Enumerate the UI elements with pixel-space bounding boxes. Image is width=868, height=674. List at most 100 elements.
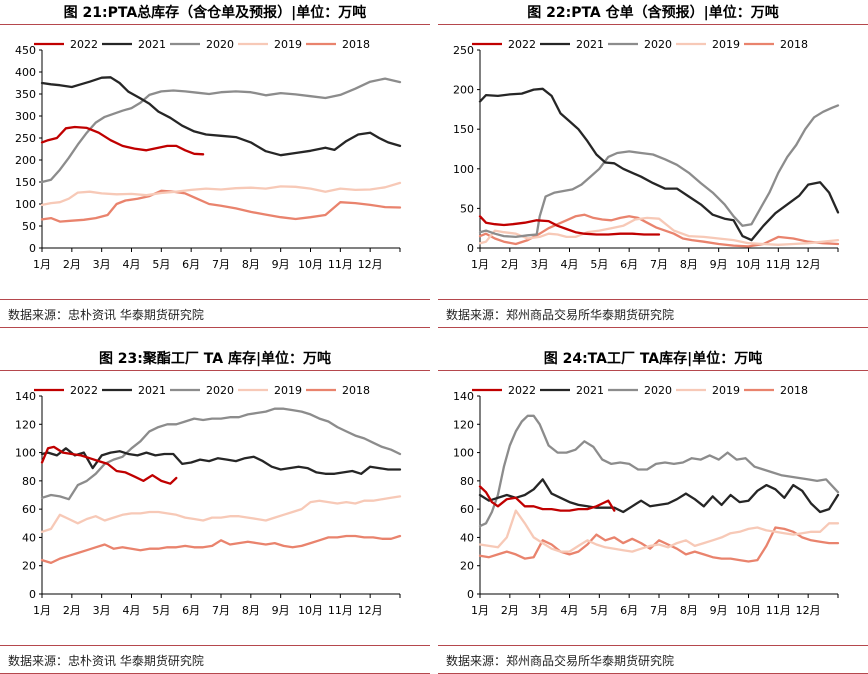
x-tick-label: 11月 (766, 604, 791, 617)
title-rule (438, 24, 868, 25)
y-tick-label: 400 (15, 66, 36, 79)
source-rule (0, 299, 430, 300)
y-tick-label: 100 (15, 198, 36, 211)
source-rule (438, 645, 868, 646)
x-tick-label: 4月 (123, 604, 141, 617)
legend-label-2020: 2020 (644, 384, 672, 397)
y-tick-label: 60 (22, 503, 36, 516)
chart-plot: 2022 2021 2020 2019 2018 0 20 40 60 80 100 120 140 1月… (15, 384, 402, 617)
y-tick-label: 200 (453, 84, 474, 97)
x-tick-label: 9月 (272, 604, 290, 617)
legend-label-2022: 2022 (70, 384, 98, 397)
x-tick-label: 12月 (358, 604, 383, 617)
x-tick-label: 6月 (182, 604, 200, 617)
series-line-2021 (478, 87, 840, 242)
x-tick-label: 5月 (590, 258, 608, 271)
chart-panel-21: 图 21:PTA总库存（含仓单及预报）|单位：万吨 2022 2021 2020 20… (0, 0, 430, 328)
x-tick-label: 11月 (766, 258, 791, 271)
legend-label-2020: 2020 (206, 384, 234, 397)
series-line-2020 (478, 104, 840, 239)
y-tick-label: 300 (15, 110, 36, 123)
y-tick-label: 0 (467, 588, 474, 601)
x-tick-label: 5月 (152, 258, 170, 271)
source-rule (438, 299, 868, 300)
x-tick-label: 4月 (561, 258, 579, 271)
y-tick-label: 250 (15, 132, 36, 145)
series-line-2018 (478, 526, 840, 563)
x-tick-label: 1月 (33, 604, 51, 617)
x-tick-label: 11月 (328, 604, 353, 617)
x-tick-label: 10月 (298, 604, 323, 617)
y-tick-label: 40 (460, 531, 474, 544)
x-tick-label: 10月 (736, 258, 761, 271)
series-line-2018 (40, 534, 402, 565)
series-line-2021 (40, 447, 402, 475)
series-line-2020 (478, 414, 840, 528)
x-tick-label: 9月 (710, 604, 728, 617)
x-tick-label: 7月 (650, 258, 668, 271)
x-tick-label: 10月 (736, 604, 761, 617)
y-tick-label: 50 (460, 202, 474, 215)
series-line-2020 (40, 407, 402, 501)
x-tick-label: 6月 (620, 258, 638, 271)
y-tick-label: 450 (15, 44, 36, 57)
y-tick-label: 20 (460, 560, 474, 573)
chart-source: 数据来源：郑州商品交易所华泰期货研究院 (446, 654, 675, 668)
x-tick-label: 2月 (63, 604, 81, 617)
series-line-2022 (478, 215, 661, 236)
series-line-2022 (40, 445, 178, 485)
bottom-rule (438, 327, 868, 328)
y-tick-label: 0 (29, 242, 36, 255)
series-line-2022 (40, 125, 205, 156)
x-tick-label: 8月 (242, 604, 260, 617)
y-tick-label: 120 (15, 418, 36, 431)
x-tick-label: 2月 (501, 604, 519, 617)
x-tick-label: 10月 (298, 258, 323, 271)
x-tick-label: 5月 (152, 604, 170, 617)
legend-label-2021: 2021 (138, 38, 166, 51)
x-tick-label: 3月 (93, 258, 111, 271)
chart-title: 图 23:聚酯工厂 TA 库存|单位：万吨 (98, 351, 332, 367)
legend-label-2019: 2019 (712, 38, 740, 51)
y-tick-label: 0 (29, 588, 36, 601)
y-tick-label: 150 (453, 123, 474, 136)
series-line-2019 (40, 495, 402, 533)
x-tick-label: 9月 (272, 258, 290, 271)
x-tick-label: 2月 (63, 258, 81, 271)
y-tick-label: 120 (453, 418, 474, 431)
x-tick-label: 8月 (242, 258, 260, 271)
y-tick-label: 140 (453, 390, 474, 403)
legend-label-2021: 2021 (576, 38, 604, 51)
legend-label-2020: 2020 (206, 38, 234, 51)
y-tick-label: 150 (15, 176, 36, 189)
chart-plot: 2022 2021 2020 2019 2018 0 50 100 150 200 250 1月 2月 3… (453, 38, 840, 271)
x-tick-label: 8月 (680, 604, 698, 617)
chart-title: 图 24:TA工厂 TA库存|单位：万吨 (543, 351, 763, 367)
legend-label-2019: 2019 (274, 38, 302, 51)
y-tick-label: 250 (453, 44, 474, 57)
y-tick-label: 200 (15, 154, 36, 167)
y-tick-label: 100 (453, 163, 474, 176)
x-tick-label: 12月 (358, 258, 383, 271)
chart-panel-24: 图 24:TA工厂 TA库存|单位：万吨 2022 2021 2020 2019 201… (438, 346, 868, 674)
legend-label-2021: 2021 (138, 384, 166, 397)
y-tick-label: 20 (22, 560, 36, 573)
x-tick-label: 12月 (796, 604, 821, 617)
x-tick-label: 4月 (123, 258, 141, 271)
y-tick-label: 100 (15, 447, 36, 460)
chart-title: 图 22:PTA 仓单（含预报）|单位：万吨 (527, 5, 779, 21)
title-rule (0, 370, 430, 371)
title-rule (438, 370, 868, 371)
series-line-2019 (478, 216, 840, 246)
series-line-2020 (40, 77, 402, 184)
legend-label-2022: 2022 (508, 384, 536, 397)
x-tick-label: 5月 (590, 604, 608, 617)
x-tick-label: 4月 (561, 604, 579, 617)
x-tick-label: 8月 (680, 258, 698, 271)
bottom-rule (0, 327, 430, 328)
y-tick-label: 100 (453, 447, 474, 460)
y-tick-label: 0 (467, 242, 474, 255)
series-line-2019 (40, 181, 402, 207)
chart-source: 数据来源：忠朴资讯 华泰期货研究院 (8, 654, 204, 668)
y-tick-label: 80 (460, 475, 474, 488)
